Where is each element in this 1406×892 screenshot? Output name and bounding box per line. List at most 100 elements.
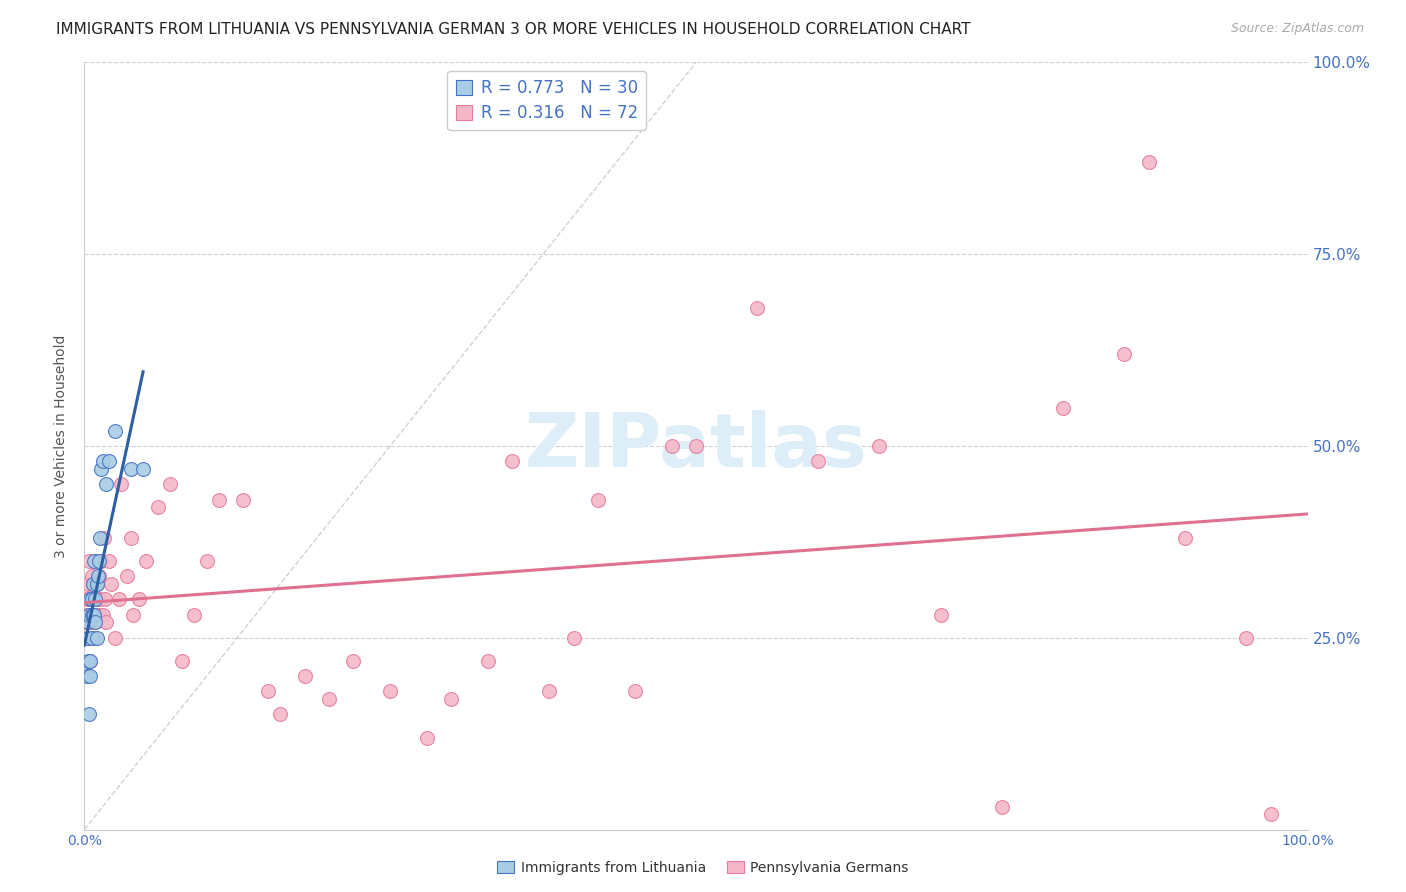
Point: [83, 592, 105, 607]
Point: [991, 799, 1014, 814]
Point: [76, 592, 98, 607]
Text: IMMIGRANTS FROM LITHUANIA VS PENNSYLVANIA GERMAN 3 OR MORE VEHICLES IN HOUSEHOLD: IMMIGRANTS FROM LITHUANIA VS PENNSYLVANI…: [56, 22, 970, 37]
Point: [77, 577, 100, 591]
Point: [87, 592, 110, 607]
Point: [82, 607, 104, 622]
Point: [1260, 807, 1282, 822]
Point: [294, 669, 316, 683]
Point: [96, 615, 118, 630]
Point: [159, 477, 181, 491]
Point: [1052, 401, 1074, 415]
Point: [83, 554, 105, 568]
Y-axis label: 3 or more Vehicles in Household: 3 or more Vehicles in Household: [55, 334, 69, 558]
Point: [77, 631, 100, 645]
Point: [80, 607, 103, 622]
Point: [76, 669, 98, 683]
Point: [84, 615, 107, 630]
Point: [110, 477, 132, 491]
Point: [79, 592, 101, 607]
Point: [586, 492, 609, 507]
Point: [342, 654, 364, 668]
Point: [77, 554, 100, 568]
Point: [232, 492, 254, 507]
Point: [97, 454, 120, 468]
Point: [132, 462, 155, 476]
Point: [77, 615, 100, 630]
Point: [146, 500, 169, 515]
Point: [77, 654, 100, 668]
Point: [82, 577, 104, 591]
Point: [172, 654, 194, 668]
Point: [91, 454, 114, 468]
Point: [89, 531, 111, 545]
Point: [440, 692, 463, 706]
Point: [90, 462, 112, 476]
Point: [77, 631, 100, 645]
Point: [183, 607, 205, 622]
Point: [1137, 155, 1160, 169]
Point: [79, 654, 101, 668]
Point: [929, 607, 952, 622]
Point: [79, 592, 101, 607]
Point: [380, 684, 402, 698]
Point: [869, 439, 891, 453]
Point: [76, 607, 98, 622]
Point: [84, 592, 107, 607]
Point: [104, 631, 127, 645]
Point: [538, 684, 561, 698]
Point: [195, 554, 218, 568]
Legend: R = 0.773   N = 30, R = 0.316   N = 72: R = 0.773 N = 30, R = 0.316 N = 72: [447, 70, 647, 130]
Point: [79, 669, 101, 683]
Point: [87, 554, 110, 568]
Point: [1114, 347, 1136, 361]
Point: [107, 592, 129, 607]
Point: [562, 631, 585, 645]
Text: ZIPatlas: ZIPatlas: [524, 409, 868, 483]
Point: [1174, 531, 1197, 545]
Point: [77, 607, 100, 622]
Point: [90, 554, 112, 568]
Point: [416, 731, 439, 745]
Point: [77, 707, 100, 722]
Point: [80, 592, 103, 607]
Point: [97, 554, 120, 568]
Point: [83, 631, 105, 645]
Point: [87, 607, 110, 622]
Point: [1236, 631, 1258, 645]
Point: [86, 607, 108, 622]
Point: [269, 707, 291, 722]
Point: [79, 654, 101, 668]
Point: [87, 569, 110, 583]
Point: [93, 531, 115, 545]
Point: [128, 592, 150, 607]
Point: [84, 615, 107, 630]
Point: [104, 424, 127, 438]
Point: [80, 569, 103, 583]
Point: [91, 607, 114, 622]
Point: [83, 607, 105, 622]
Point: [135, 554, 157, 568]
Point: [84, 554, 107, 568]
Text: Source: ZipAtlas.com: Source: ZipAtlas.com: [1230, 22, 1364, 36]
Point: [94, 592, 117, 607]
Point: [82, 607, 104, 622]
Point: [86, 577, 108, 591]
Point: [257, 684, 280, 698]
Point: [96, 477, 118, 491]
Point: [77, 607, 100, 622]
Point: [122, 607, 145, 622]
Point: [624, 684, 647, 698]
Point: [502, 454, 524, 468]
Point: [100, 577, 122, 591]
Point: [120, 462, 142, 476]
Point: [661, 439, 683, 453]
Point: [747, 301, 769, 315]
Legend: Immigrants from Lithuania, Pennsylvania Germans: Immigrants from Lithuania, Pennsylvania …: [492, 855, 914, 880]
Point: [80, 615, 103, 630]
Point: [86, 577, 108, 591]
Point: [208, 492, 231, 507]
Point: [318, 692, 340, 706]
Point: [120, 531, 142, 545]
Point: [115, 569, 138, 583]
Point: [87, 569, 110, 583]
